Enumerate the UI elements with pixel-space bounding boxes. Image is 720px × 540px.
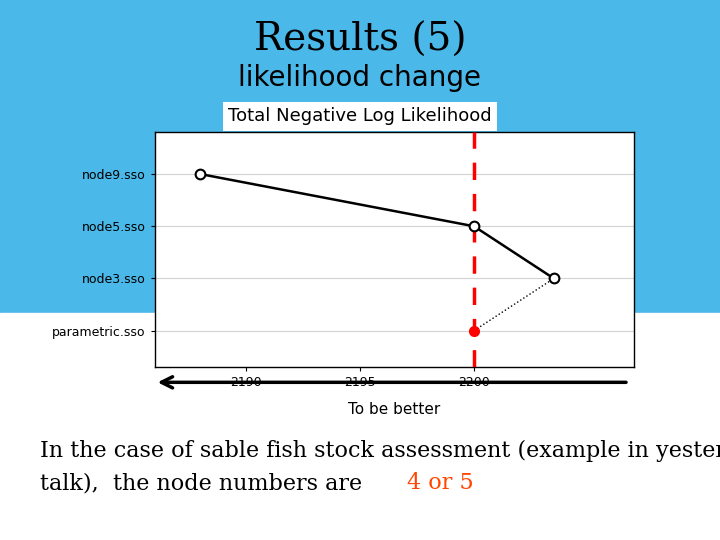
Text: talk),  the node numbers are: talk), the node numbers are [40,472,369,494]
Text: likelihood change: likelihood change [238,64,482,92]
Text: Total Negative Log Likelihood: Total Negative Log Likelihood [228,107,492,125]
Bar [0,313,720,540]
Text: To be better: To be better [348,402,441,417]
Text: Results (5): Results (5) [253,22,467,59]
Bar [0,0,720,313]
Text: 4 or 5: 4 or 5 [407,472,474,494]
Text: In the case of sable fish stock assessment (example in yesterday’s: In the case of sable fish stock assessme… [40,440,720,462]
